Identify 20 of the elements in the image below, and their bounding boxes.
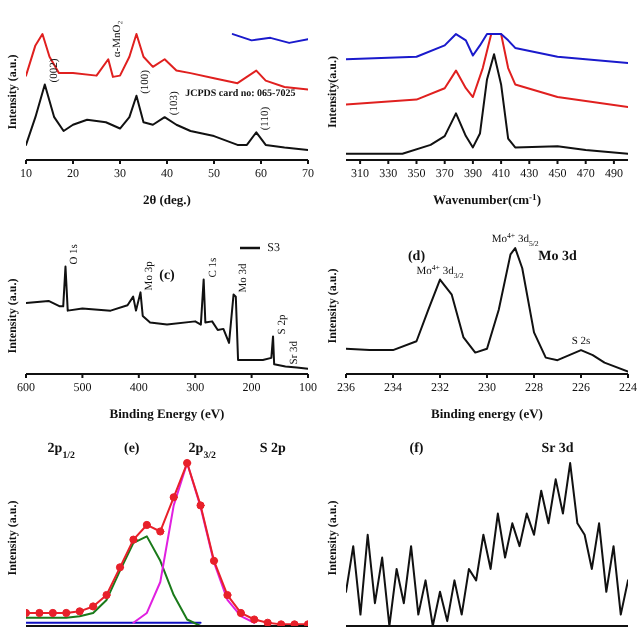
point xyxy=(48,609,57,618)
point xyxy=(169,493,178,502)
point xyxy=(102,591,111,600)
point xyxy=(209,557,219,566)
point xyxy=(89,602,98,612)
point xyxy=(277,620,286,627)
point xyxy=(290,620,299,627)
point xyxy=(250,616,259,625)
point xyxy=(236,609,245,618)
point xyxy=(263,619,272,627)
point xyxy=(129,536,138,545)
point xyxy=(156,528,165,537)
point xyxy=(75,607,84,617)
point xyxy=(183,459,192,468)
point xyxy=(62,609,71,618)
point xyxy=(115,563,125,573)
point xyxy=(35,609,44,618)
point xyxy=(223,591,232,600)
point xyxy=(142,521,151,530)
point xyxy=(196,501,205,511)
